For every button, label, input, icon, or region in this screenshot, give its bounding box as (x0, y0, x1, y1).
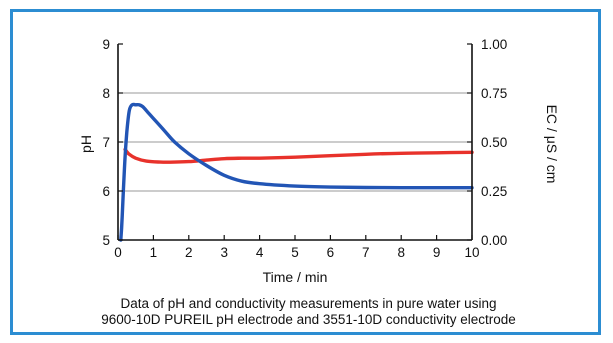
y-right-tick-label-0.50: 0.50 (481, 135, 507, 150)
x-tick-label-5: 5 (291, 245, 299, 260)
y-right-tick-label-0.25: 0.25 (481, 184, 507, 199)
x-tick-label-0: 0 (114, 245, 122, 260)
x-tick-label-1: 1 (150, 245, 158, 260)
y-right-tick-label-1.00: 1.00 (481, 37, 507, 52)
x-axis-label: Time / min (263, 269, 328, 285)
x-tick-label-8: 8 (397, 245, 405, 260)
y-axis-label-right: EC / μS / cm (544, 105, 560, 184)
grid-layer (118, 92, 472, 192)
y-right-tick-label-0.00: 0.00 (481, 233, 507, 248)
x-tick-label-7: 7 (362, 245, 370, 260)
y-left-tick-label-5: 5 (102, 233, 110, 248)
x-tick-label-3: 3 (220, 245, 228, 260)
ec-series-line (119, 102, 474, 242)
y-left-tick-label-7: 7 (102, 135, 110, 150)
caption-line-2: 9600-10D PUREIL pH electrode and 3551-10… (101, 312, 516, 327)
ph-series-line (123, 147, 474, 164)
x-tick-label-2: 2 (185, 245, 193, 260)
y-right-tick-label-0.75: 0.75 (481, 86, 507, 101)
y-left-tick-label-9: 9 (102, 37, 110, 52)
x-tick-label-4: 4 (256, 245, 264, 260)
y-axis-label-left: pH (78, 135, 94, 153)
x-tick-label-10: 10 (464, 245, 479, 260)
y-left-tick-label-6: 6 (102, 184, 110, 199)
chart-caption: Data of pH and conductivity measurements… (13, 296, 604, 328)
ph-conductivity-chart: 0 1 2 3 4 5 6 7 8 9 10 5 6 7 8 9 0.00 0.25 0.50 0.75 1.00 Ti… (78, 37, 560, 285)
x-tick-label-6: 6 (327, 245, 335, 260)
x-tick-label-9: 9 (433, 245, 441, 260)
figure-frame: 0 1 2 3 4 5 6 7 8 9 10 5 6 7 8 9 0.00 0.25 0.50 0.75 1.00 Ti… (10, 9, 601, 335)
y-left-tick-label-8: 8 (102, 86, 110, 101)
caption-line-1: Data of pH and conductivity measurements… (120, 296, 497, 311)
tick-layer: 0 1 2 3 4 5 6 7 8 9 10 5 6 7 8 9 0.00 0.25 0.50 0.75 1.00 (102, 37, 507, 260)
series-layer (119, 102, 474, 242)
